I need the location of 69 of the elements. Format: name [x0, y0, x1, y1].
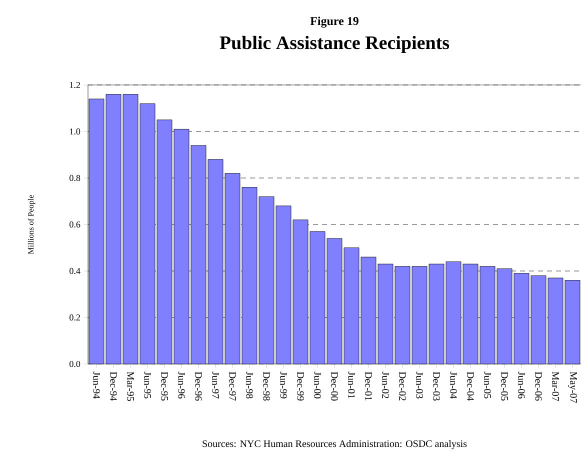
x-tick-label: Dec-95: [161, 372, 168, 401]
chart-subtitle: Figure 19: [310, 16, 358, 28]
bar: [361, 257, 376, 364]
x-tick-label: Jun-95: [144, 372, 151, 398]
source-note: Sources: NYC Human Resources Administration: OSDC analysis: [202, 440, 467, 450]
x-tick-label: Dec-03: [433, 372, 440, 401]
x-tick-label: Dec-05: [501, 372, 508, 401]
bar: [344, 248, 360, 364]
bar: [412, 266, 428, 364]
x-tick-label: Dec-04: [467, 372, 474, 401]
bar: [293, 220, 308, 364]
bar: [259, 196, 274, 364]
x-tick-label: Dec-94: [110, 372, 117, 401]
x-tick-label: Dec-06: [535, 372, 542, 401]
y-tick-label: 0.4: [70, 268, 80, 274]
x-tick-label: Jun-96: [178, 372, 185, 398]
x-tick-label: Dec-96: [195, 372, 202, 401]
x-tick-label: Jun-01: [348, 372, 355, 398]
y-tick-label: 1.2: [70, 82, 80, 88]
x-tick-label: Dec-02: [399, 372, 406, 400]
bar: [106, 94, 122, 364]
bar: [310, 231, 326, 364]
x-tick-label: Mar-07: [552, 372, 559, 402]
bar: [497, 268, 512, 364]
bar: [123, 94, 138, 364]
bar: [564, 280, 580, 364]
bar: [446, 262, 461, 364]
x-tick-label: Jun-05: [484, 372, 491, 398]
bar: [242, 187, 258, 364]
y-tick-label: 0.6: [70, 221, 80, 228]
x-tick-label: Dec-01: [365, 372, 372, 400]
x-tick-label: Jun-02: [382, 372, 389, 398]
y-tick-label: 0.0: [70, 360, 80, 368]
y-tick-label: 0.2: [70, 314, 80, 321]
bar: [140, 104, 155, 364]
x-tick-label: Jun-00: [314, 372, 321, 398]
bar: [429, 264, 444, 364]
x-tick-label: May-07: [568, 372, 577, 403]
bar: [276, 206, 291, 364]
bar: [327, 238, 342, 364]
bar: [548, 278, 564, 364]
y-tick-label: 0.8: [70, 174, 80, 182]
bar: [514, 273, 530, 364]
x-tick-label: Jun-03: [416, 372, 423, 398]
x-tick-label: Jun-99: [280, 372, 287, 398]
bar: [89, 98, 104, 364]
bar: [174, 129, 190, 364]
x-tick-label: Jun-94: [93, 372, 100, 399]
x-tick-label: Dec-97: [229, 372, 236, 401]
bar: [463, 264, 478, 364]
y-axis-title: Millions of People: [28, 195, 36, 254]
bar: [395, 266, 410, 364]
bar: [378, 264, 394, 364]
x-tick-label: Dec-00: [331, 372, 338, 401]
bar: [480, 266, 496, 364]
bar: [208, 159, 223, 364]
bar: [531, 276, 546, 364]
chart-title: Public Assistance Recipients: [220, 36, 450, 54]
bar: [191, 145, 206, 364]
x-tick-label: Jun-06: [518, 372, 525, 398]
x-tick-label: Jun-98: [246, 372, 253, 398]
x-tick-label: Dec-98: [263, 372, 270, 401]
bar: [225, 173, 240, 364]
bar: [157, 120, 172, 364]
x-tick-label: Dec-99: [297, 372, 304, 401]
x-tick-label: Mar-95: [127, 372, 134, 401]
x-tick-label: Jun-97: [212, 372, 219, 398]
x-tick-label: Jun-04: [450, 372, 457, 399]
y-tick-label: 1.0: [70, 128, 80, 135]
